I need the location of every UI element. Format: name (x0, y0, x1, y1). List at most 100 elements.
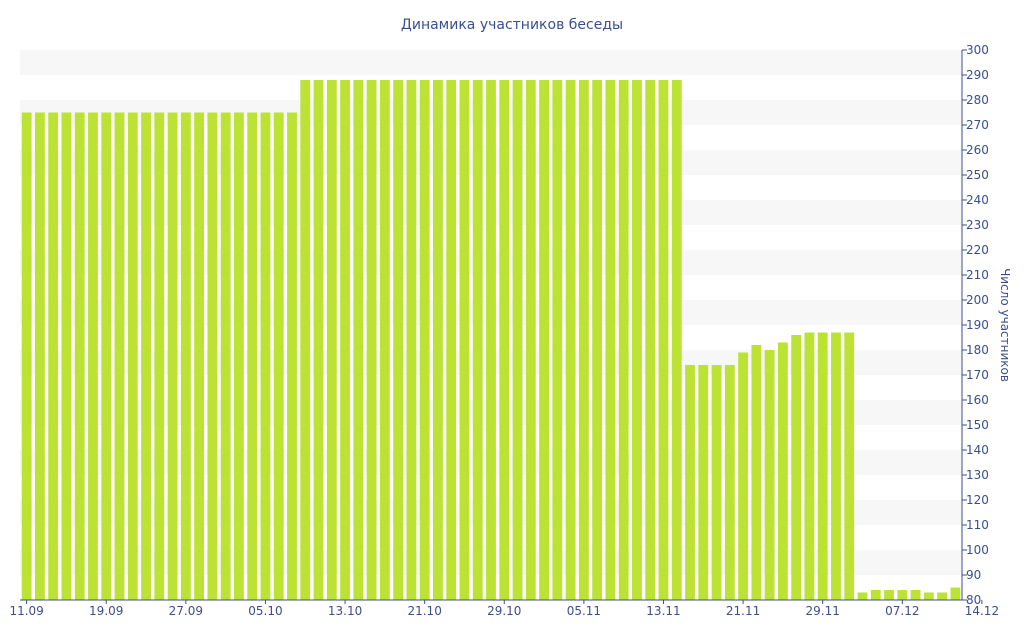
bar (419, 80, 430, 600)
y-tick-label: 300 (966, 43, 989, 57)
x-tick-label: 19.09 (89, 604, 123, 618)
bar (154, 112, 165, 600)
bar (910, 590, 921, 600)
y-tick-label: 160 (966, 393, 989, 407)
y-tick-label: 120 (966, 493, 989, 507)
bar (923, 592, 934, 600)
x-tick-label: 14.12 (965, 604, 999, 618)
bar (74, 112, 85, 600)
bar (101, 112, 112, 600)
bar (751, 345, 762, 600)
y-tick-label: 230 (966, 218, 989, 232)
y-tick-label: 190 (966, 318, 989, 332)
bar (777, 342, 788, 600)
x-tick-label: 11.09 (9, 604, 43, 618)
bar (658, 80, 669, 600)
x-tick-label: 05.10 (248, 604, 282, 618)
bar (870, 590, 881, 600)
y-tick-label: 130 (966, 468, 989, 482)
bar (127, 112, 138, 600)
chart-title: Динамика участников беседы (401, 17, 623, 33)
bar (685, 365, 695, 600)
bar (844, 332, 855, 600)
bar (472, 80, 483, 600)
bar (937, 592, 948, 600)
y-tick-label: 110 (966, 518, 989, 532)
bar (114, 112, 125, 600)
y-tick-label: 280 (966, 93, 989, 107)
bar (632, 80, 642, 600)
bar (88, 112, 98, 600)
y-tick-label: 180 (966, 343, 989, 357)
x-tick-label: 29.10 (487, 604, 521, 618)
bar (724, 365, 735, 600)
bar (645, 80, 656, 600)
y-tick-label: 290 (966, 68, 989, 82)
y-tick-label: 150 (966, 418, 989, 432)
x-tick-label: 29.11 (806, 604, 840, 618)
bar (313, 80, 324, 600)
bar (618, 80, 629, 600)
bar (446, 80, 457, 600)
bar (831, 332, 841, 600)
grid-band (20, 50, 962, 75)
y-tick-label: 80 (966, 593, 981, 607)
x-tick-label: 21.11 (726, 604, 760, 618)
y-axis: 80 90 100 110 120 130 140 150 160 170 180 190 200 210… (961, 43, 989, 607)
bar (565, 80, 576, 600)
bar (393, 80, 404, 600)
bar (406, 80, 417, 600)
bar (260, 112, 271, 600)
bar (433, 80, 443, 600)
bar (499, 80, 510, 600)
y-tick-label: 140 (966, 443, 989, 457)
x-tick-label: 27.09 (169, 604, 203, 618)
bar (21, 112, 32, 600)
bar (61, 112, 72, 600)
bar (300, 80, 311, 600)
y-tick-label: 240 (966, 193, 989, 207)
bar (817, 332, 828, 600)
bar (552, 80, 563, 600)
y-tick-label: 270 (966, 118, 989, 132)
bar (247, 112, 258, 600)
bar (698, 365, 709, 600)
x-tick-label: 07.12 (885, 604, 919, 618)
y-tick-label: 260 (966, 143, 989, 157)
bar (273, 112, 284, 600)
bar (366, 80, 377, 600)
bar (180, 112, 191, 600)
y-axis-label: Число участников (998, 268, 1012, 382)
y-tick-label: 170 (966, 368, 989, 382)
bar (486, 80, 496, 600)
bar (578, 80, 589, 600)
bar (884, 590, 894, 600)
bar (459, 80, 470, 600)
bar (207, 112, 218, 600)
bar (764, 350, 775, 600)
bar (857, 592, 868, 600)
y-tick-label: 90 (966, 568, 981, 582)
bar (48, 112, 59, 600)
bar (711, 365, 722, 600)
y-tick-label: 210 (966, 268, 989, 282)
bars (21, 80, 961, 600)
bar (141, 112, 151, 600)
bar (738, 352, 748, 600)
bar (340, 80, 350, 600)
y-tick-label: 100 (966, 543, 989, 557)
y-tick-label: 220 (966, 243, 989, 257)
bar (539, 80, 549, 600)
bar (34, 112, 45, 600)
bar (525, 80, 536, 600)
bar (234, 112, 244, 600)
bar (897, 590, 908, 600)
x-tick-label: 13.10 (328, 604, 362, 618)
x-tick-label: 05.11 (567, 604, 601, 618)
bar (326, 80, 337, 600)
bar (804, 332, 815, 600)
bar (167, 112, 178, 600)
bar (287, 112, 297, 600)
bar (512, 80, 523, 600)
